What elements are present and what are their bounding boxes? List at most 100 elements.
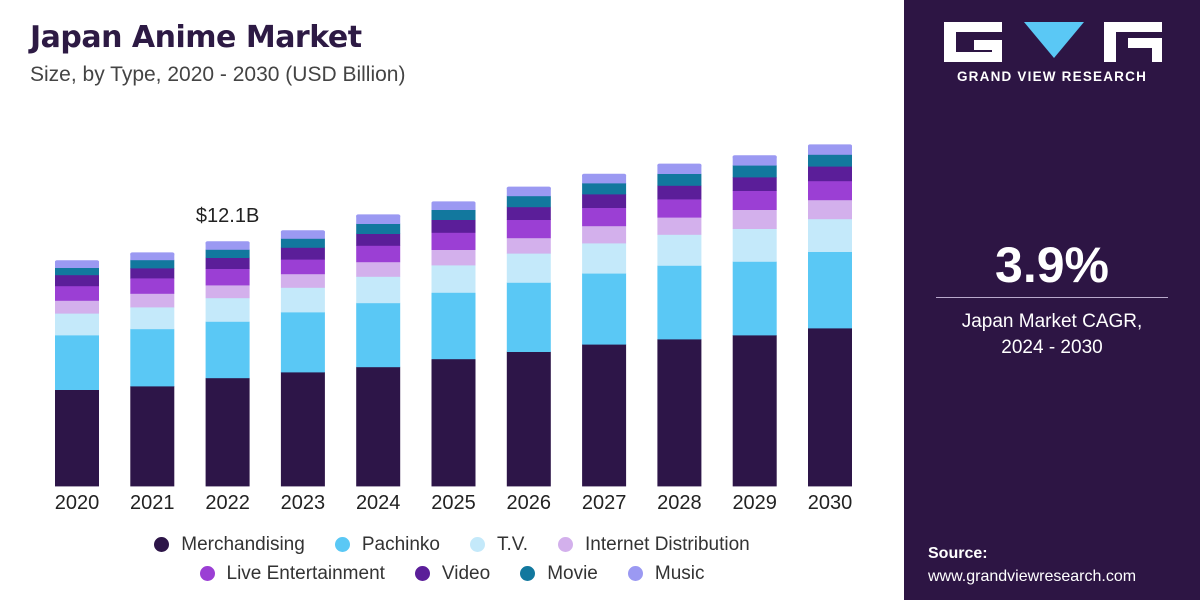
bar-segment-live-entertainment-2021 <box>130 278 175 294</box>
bar-segment-t-v--2020 <box>55 313 99 336</box>
bar-cap-2020 <box>55 260 99 265</box>
bar-segment-pachinko-2027 <box>582 273 627 345</box>
bar-segment-video-2020 <box>55 274 99 287</box>
bar-cap-2026 <box>506 186 551 191</box>
legend-label: T.V. <box>497 533 528 555</box>
bar-segment-music-2025 <box>431 202 476 210</box>
legend-item-music: Music <box>627 562 705 585</box>
bar-segment-music-2029 <box>732 156 777 166</box>
bar-segment-internet-distribution-2029 <box>732 209 777 229</box>
x-tick-label-2023: 2023 <box>281 492 326 514</box>
legend-item-internet-distribution: Internet Distribution <box>558 534 750 556</box>
cagr-label-line1: Japan Market CAGR, <box>961 311 1143 332</box>
bar-segment-live-entertainment-2027 <box>582 207 627 227</box>
bar-segment-t-v--2022 <box>205 297 250 322</box>
chart-title: Japan Anime Market <box>30 20 362 55</box>
bar-segment-movie-2027 <box>582 183 627 195</box>
chart-legend: Merchandising Pachinko T.V. Internet Distri… <box>0 530 904 588</box>
legend-label: Pachinko <box>361 533 440 555</box>
bar-segment-movie-2021 <box>130 259 175 269</box>
bar-segment-video-2022 <box>205 257 250 269</box>
bar-segment-merchandising-2026 <box>506 351 551 487</box>
legend-label: Music <box>654 562 705 584</box>
bar-segment-pachinko-2021 <box>130 328 175 387</box>
bar-segment-merchandising-2030 <box>808 328 852 487</box>
x-tick-label-2027: 2027 <box>582 492 627 514</box>
stacked-bar-chart: 2020 2021 2022 $12.1B 2023 2024 2025 2026 2027 20… <box>55 144 852 514</box>
bar-segment-merchandising-2020 <box>55 389 99 487</box>
bar-segment-merchandising-2027 <box>582 344 627 487</box>
x-tick-label-2021: 2021 <box>130 492 175 514</box>
bar-segment-live-entertainment-2028 <box>657 199 702 218</box>
bar-segment-internet-distribution-2024 <box>356 261 401 277</box>
legend-swatch <box>558 537 573 552</box>
bar-cap-2024 <box>356 214 401 219</box>
bar-segment-t-v--2027 <box>582 243 627 274</box>
bar-segment-music-2026 <box>506 187 551 197</box>
bar-segment-pachinko-2023 <box>280 312 325 373</box>
legend-swatch <box>414 566 430 581</box>
bar-segment-pachinko-2030 <box>808 251 852 329</box>
bar-segment-music-2024 <box>356 215 401 224</box>
legend-swatch <box>627 566 643 581</box>
legend-item-live-entertainment: Live Entertainment <box>199 562 385 585</box>
cagr-divider <box>936 297 1168 298</box>
bar-segment-movie-2028 <box>657 173 702 186</box>
bar-segment-merchandising-2021 <box>130 386 175 487</box>
bar-cap-2022 <box>205 241 250 246</box>
bar-segment-merchandising-2028 <box>657 339 702 487</box>
cagr-label: Japan Market CAGR, 2024 - 2030 <box>904 309 1200 361</box>
bar-segment-merchandising-2023 <box>280 372 325 487</box>
source-link[interactable]: www.grandviewresearch.com <box>928 568 1137 585</box>
bar-segment-video-2027 <box>582 194 627 208</box>
bar-segment-internet-distribution-2020 <box>55 300 99 314</box>
bar-segment-t-v--2025 <box>431 265 476 293</box>
bar-segment-music-2028 <box>657 164 702 174</box>
bar-segment-t-v--2026 <box>506 253 551 283</box>
bar-cap-2027 <box>582 173 627 178</box>
legend-label: Live Entertainment <box>226 562 385 584</box>
legend-swatch <box>520 566 536 581</box>
bar-segment-t-v--2024 <box>356 276 401 304</box>
bar-segment-merchandising-2025 <box>431 358 476 487</box>
chart-subtitle: Size, by Type, 2020 - 2030 (USD Billion) <box>30 63 406 86</box>
bar-cap-2028 <box>657 163 702 168</box>
bar-segment-pachinko-2026 <box>506 282 551 352</box>
bar-segment-pachinko-2025 <box>431 292 476 360</box>
bar-segment-music-2030 <box>808 145 852 155</box>
legend-item-merchandising: Merchandising <box>154 534 305 556</box>
legend-item-t-v-: T.V. <box>470 534 528 556</box>
bar-segment-video-2029 <box>732 177 777 191</box>
bar-segment-t-v--2021 <box>130 307 175 330</box>
bar-cap-2030 <box>808 144 852 149</box>
legend-swatch <box>199 566 215 581</box>
bar-cap-2021 <box>130 252 175 257</box>
legend-swatch <box>334 537 350 552</box>
gvr-logo-icon <box>944 22 1162 62</box>
bar-segment-t-v--2030 <box>808 218 852 252</box>
x-tick-label-2025: 2025 <box>431 492 476 514</box>
x-tick-label-2029: 2029 <box>732 492 777 514</box>
x-tick-label-2020: 2020 <box>55 492 100 514</box>
bar-segment-t-v--2028 <box>657 234 702 266</box>
legend-item-video: Video <box>414 562 491 585</box>
brand-name: GRAND VIEW RESEARCH <box>956 69 1148 84</box>
bar-segment-internet-distribution-2022 <box>205 285 250 299</box>
bar-segment-video-2025 <box>431 219 476 233</box>
bar-segment-music-2027 <box>582 174 627 184</box>
bar-segment-live-entertainment-2020 <box>55 285 99 301</box>
legend-label: Video <box>441 562 491 584</box>
bar-segment-live-entertainment-2022 <box>205 268 250 286</box>
bar-segment-music-2021 <box>130 253 175 261</box>
cagr-value: 3.9% <box>995 237 1109 293</box>
bar-segment-t-v--2029 <box>732 228 777 262</box>
bar-segment-movie-2025 <box>431 209 476 220</box>
x-tick-label-2028: 2028 <box>657 492 702 514</box>
bar-segment-music-2022 <box>205 242 250 250</box>
legend-label: Internet Distribution <box>585 533 750 555</box>
bar-segment-internet-distribution-2025 <box>431 249 476 266</box>
bar-segment-merchandising-2022 <box>205 377 250 487</box>
cagr-label-line2: 2024 - 2030 <box>1001 337 1103 358</box>
bar-segment-video-2023 <box>280 247 325 260</box>
